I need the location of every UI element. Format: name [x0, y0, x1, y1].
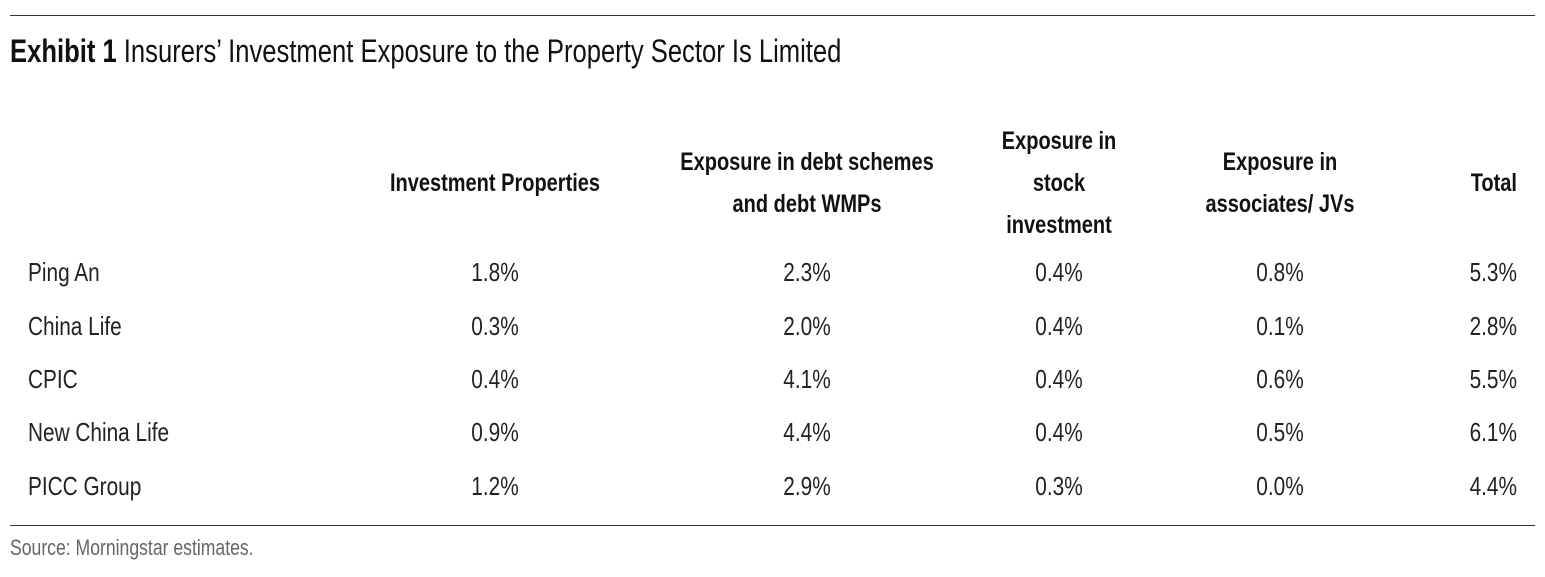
row-label: PICC Group — [28, 471, 142, 501]
table-cell: 0.6% — [1256, 364, 1304, 394]
exhibit-title: Exhibit 1 Insurers’ Investment Exposure … — [10, 33, 841, 70]
table-cell: 0.5% — [1256, 417, 1304, 447]
table-cell: 2.0% — [783, 311, 831, 341]
table-cell: 4.4% — [783, 417, 831, 447]
table-cell: 0.3% — [1035, 471, 1083, 501]
table-cell: 5.3% — [1469, 257, 1517, 287]
column-header: Total — [1470, 169, 1517, 197]
table-cell: 0.0% — [1256, 471, 1304, 501]
row-label: Ping An — [28, 257, 100, 287]
source-note: Source: Morningstar estimates. — [10, 535, 254, 560]
table-cell: 4.4% — [1469, 471, 1517, 501]
column-header: Exposure in — [1222, 148, 1338, 176]
row-label: China Life — [28, 311, 122, 341]
table-cell: 0.4% — [1035, 417, 1083, 447]
table-cell: 0.4% — [471, 364, 519, 394]
table-cell: 2.3% — [783, 257, 831, 287]
table-cell: 0.9% — [471, 417, 519, 447]
exhibit-label: Exhibit 1 — [10, 33, 117, 69]
table-cell: 0.4% — [1035, 257, 1083, 287]
bottom-rule — [10, 525, 1535, 526]
table-cell: 0.1% — [1256, 311, 1304, 341]
table-cell: 4.1% — [783, 364, 831, 394]
table-cell: 2.8% — [1469, 311, 1517, 341]
table-cell: 2.9% — [783, 471, 831, 501]
column-header: Exposure in — [1001, 127, 1117, 155]
table-cell: 0.4% — [1035, 364, 1083, 394]
column-header: Exposure in debt schemes — [680, 148, 934, 176]
top-rule — [10, 15, 1535, 16]
column-header: and debt WMPs — [732, 190, 882, 218]
table-cell: 6.1% — [1469, 417, 1517, 447]
table-cell: 1.2% — [471, 471, 519, 501]
exhibit-title-text: Insurers’ Investment Exposure to the Pro… — [123, 33, 842, 69]
column-header: investment — [1006, 211, 1112, 239]
table-cell: 0.4% — [1035, 311, 1083, 341]
row-label: CPIC — [28, 364, 78, 394]
row-label: New China Life — [28, 417, 170, 447]
column-header: associates/ JVs — [1205, 190, 1355, 218]
column-header: stock — [1032, 169, 1086, 197]
table-cell: 1.8% — [471, 257, 519, 287]
table-cell: 0.3% — [471, 311, 519, 341]
column-header: Investment Properties — [389, 169, 601, 197]
table-cell: 0.8% — [1256, 257, 1304, 287]
table-cell: 5.5% — [1469, 364, 1517, 394]
